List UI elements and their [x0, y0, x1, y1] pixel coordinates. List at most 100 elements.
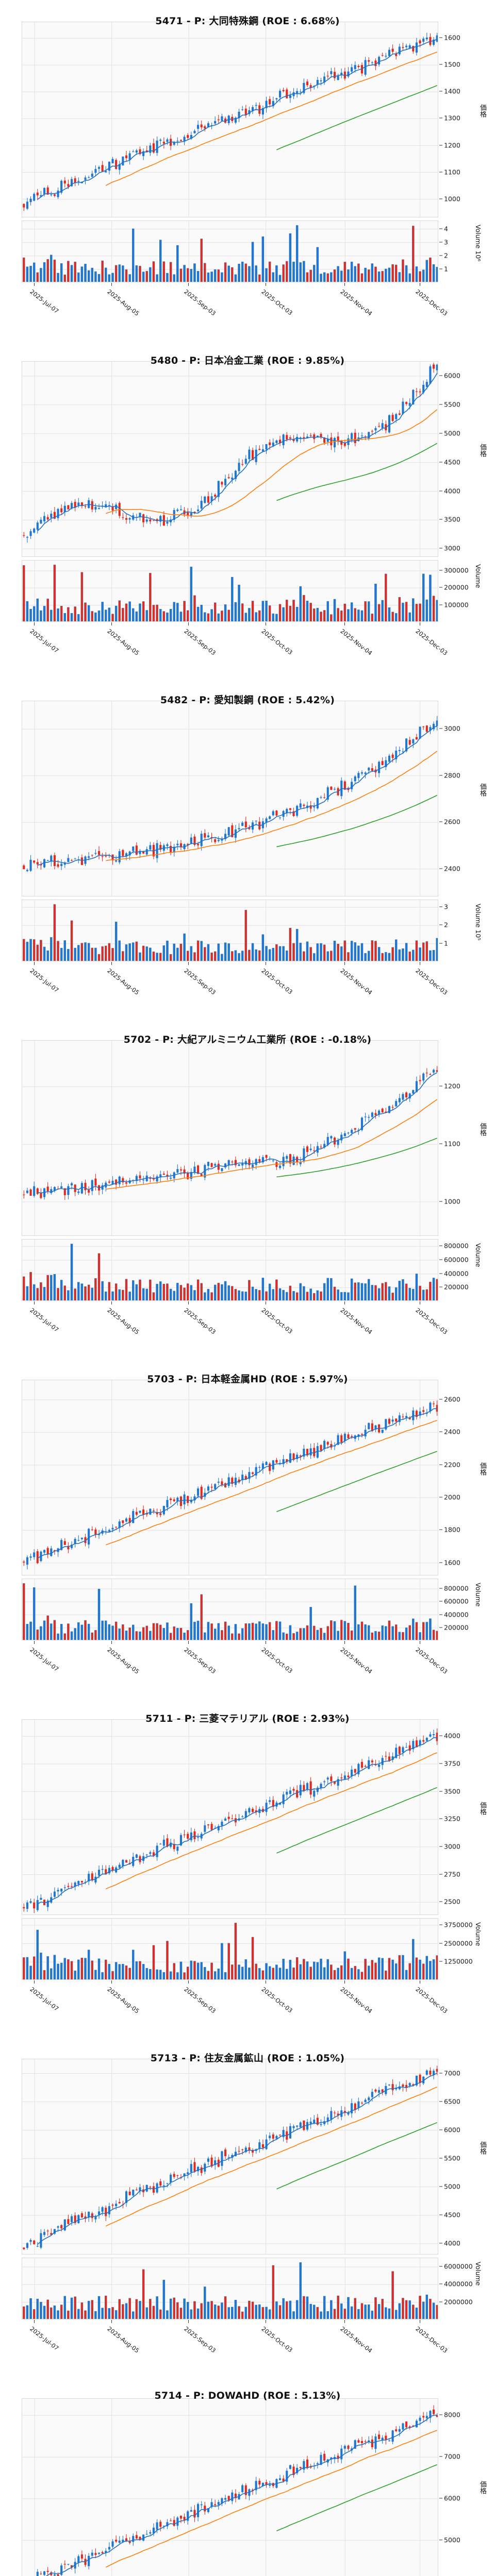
date-tick-label: 2025-Aug-05 [106, 2325, 141, 2354]
volume-tick-label: 4 [444, 225, 448, 233]
volume-tick-label: 800000 [444, 1242, 469, 1250]
price-tick-mark [439, 91, 442, 92]
price-candles-svg [22, 2399, 438, 2576]
price-tick-label: 2000 [444, 1493, 460, 1501]
date-tick-label: 2025-Oct-03 [260, 2325, 294, 2354]
volume-tick-mark [439, 1601, 442, 1602]
price-tick-label: 5500 [444, 2154, 460, 2162]
volume-tick-mark [439, 1614, 442, 1615]
volume-tick-mark [439, 255, 442, 256]
volume-plot-area[interactable] [22, 1239, 438, 1301]
price-tick-label: 1300 [444, 114, 460, 122]
date-tick-mark [344, 1641, 345, 1644]
volume-tick-mark [439, 570, 442, 571]
date-tick-mark [188, 1980, 189, 1984]
date-tick-mark [344, 2320, 345, 2323]
date-tick-mark [111, 1301, 112, 1304]
price-axis-label: 価格 [478, 2141, 486, 2155]
volume-axis-label: Volume [474, 1922, 482, 1946]
date-tick-label: 2025-Jul-07 [28, 288, 60, 315]
price-tick-mark [439, 1497, 442, 1498]
volume-plot-area[interactable] [22, 900, 438, 961]
volume-tick-label: 3 [444, 238, 448, 246]
volume-plot-area[interactable] [22, 560, 438, 622]
volume-bars-svg [22, 900, 438, 961]
date-tick-label: 2025-Jul-07 [28, 1646, 60, 1673]
date-tick-mark [344, 283, 345, 286]
price-tick-label: 5000 [444, 2536, 460, 2544]
price-tick-label: 4500 [444, 458, 460, 466]
price-tick-label: 1200 [444, 141, 460, 149]
price-tick-mark [439, 2539, 442, 2540]
date-tick-label: 2025-Aug-05 [106, 288, 141, 317]
price-tick-label: 1800 [444, 1526, 460, 1534]
price-axis-label: 価格 [478, 1462, 486, 1476]
date-tick-mark [34, 962, 35, 965]
volume-tick-mark [439, 2266, 442, 2267]
volume-axis-label: Volume [474, 1243, 482, 1267]
price-tick-label: 3750 [444, 1759, 460, 1768]
volume-tick-label: 2 [444, 921, 448, 929]
price-tick-mark [439, 2186, 442, 2187]
price-tick-mark [439, 1562, 442, 1563]
price-tick-label: 3500 [444, 515, 460, 523]
date-tick-label: 2025-Dec-03 [414, 1986, 449, 2015]
volume-tick-label: 2000000 [444, 2298, 473, 2306]
date-tick-label: 2025-Aug-05 [106, 628, 141, 657]
price-tick-label: 1000 [444, 195, 460, 203]
volume-tick-label: 600000 [444, 1597, 469, 1605]
price-candles-svg [22, 22, 438, 217]
price-axis-label: 価格 [478, 443, 486, 457]
price-tick-label: 6000 [444, 2126, 460, 2134]
date-tick-label: 2025-Nov-04 [339, 288, 374, 317]
volume-tick-label: 400000 [444, 1269, 469, 1278]
price-plot-area[interactable] [22, 701, 438, 896]
price-tick-label: 2800 [444, 771, 460, 779]
date-tick-label: 2025-Jul-07 [28, 967, 60, 994]
volume-tick-label: 800000 [444, 1584, 469, 1592]
volume-plot-area[interactable] [22, 221, 438, 282]
price-tick-label: 1200 [444, 1082, 460, 1090]
date-tick-label: 2025-Dec-03 [414, 1307, 449, 1336]
price-tick-label: 1400 [444, 87, 460, 95]
price-tick-label: 4000 [444, 487, 460, 495]
price-candles-svg [22, 701, 438, 896]
price-axis-label: 価格 [478, 2480, 486, 2494]
price-plot-area[interactable] [22, 2398, 438, 2576]
volume-axis-label: Volume [474, 564, 482, 588]
volume-tick-label: 1250000 [444, 1957, 473, 1965]
price-plot-area[interactable] [22, 1719, 438, 1915]
price-plot-area[interactable] [22, 1040, 438, 1236]
date-tick-mark [344, 1980, 345, 1984]
price-tick-label: 5500 [444, 400, 460, 409]
volume-plot-area[interactable] [22, 1579, 438, 1640]
price-plot-area[interactable] [22, 22, 438, 217]
date-tick-mark [34, 1641, 35, 1644]
price-tick-mark [439, 2498, 442, 2499]
date-tick-mark [188, 2320, 189, 2323]
volume-plot-area[interactable] [22, 1918, 438, 1980]
date-tick-label: 2025-Jul-07 [28, 628, 60, 655]
date-tick-mark [111, 1641, 112, 1644]
price-tick-label: 1000 [444, 1197, 460, 1206]
volume-axis-label: Volume [474, 2262, 482, 2286]
date-tick-label: 2025-Nov-04 [339, 1307, 374, 1336]
price-plot-area[interactable] [22, 361, 438, 557]
price-tick-label: 4000 [444, 1732, 460, 1740]
volume-tick-label: 200000 [444, 583, 469, 591]
price-tick-mark [439, 490, 442, 491]
price-plot-area[interactable] [22, 2059, 438, 2255]
price-candles-svg [22, 1041, 438, 1235]
price-tick-label: 1500 [444, 60, 460, 69]
price-plot-area[interactable] [22, 1380, 438, 1575]
price-tick-label: 4500 [444, 2211, 460, 2219]
price-candles-svg [22, 1380, 438, 1575]
stock-chart-panel: 5703 - P: 日本軽金属HD (ROE : 5.97%) 1600 1800 2… [0, 1358, 495, 1698]
volume-tick-label: 1 [444, 939, 448, 947]
volume-plot-area[interactable] [22, 2258, 438, 2319]
date-tick-mark [344, 1301, 345, 1304]
volume-bars-svg [22, 1919, 438, 1979]
volume-tick-label: 200000 [444, 1283, 469, 1291]
price-tick-label: 1100 [444, 168, 460, 176]
date-tick-mark [111, 283, 112, 286]
